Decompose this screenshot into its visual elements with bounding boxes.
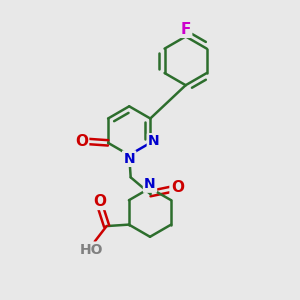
Text: O: O <box>94 194 106 208</box>
Text: N: N <box>148 134 160 148</box>
Text: N: N <box>144 178 156 191</box>
Text: F: F <box>181 22 191 37</box>
Text: HO: HO <box>80 243 103 257</box>
Text: O: O <box>171 180 184 195</box>
Text: O: O <box>75 134 88 149</box>
Text: N: N <box>123 152 135 166</box>
